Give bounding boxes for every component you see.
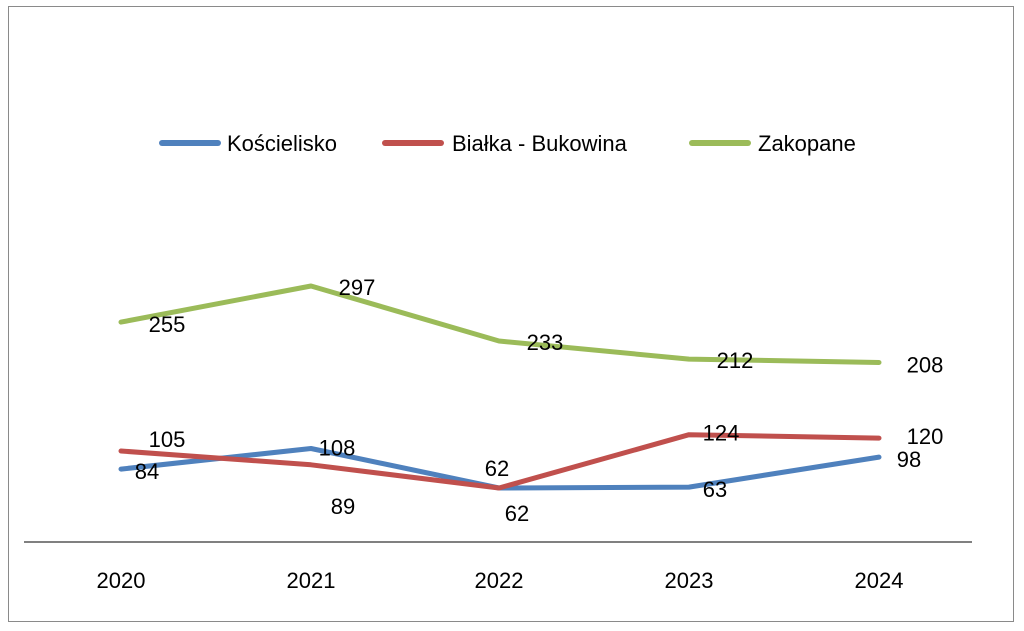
data-label: 105: [149, 427, 186, 452]
data-label: 62: [485, 456, 509, 481]
x-tick-labels: 2020 2021 2022 2023 2024: [97, 568, 904, 593]
data-label: 84: [135, 459, 159, 484]
data-label: 208: [907, 353, 944, 378]
data-label: 124: [703, 421, 740, 446]
chart-frame: [8, 6, 1014, 622]
data-label: 63: [703, 477, 727, 502]
data-label: 108: [319, 435, 356, 460]
data-label: 212: [717, 348, 754, 373]
data-labels: 84 108 62 63 98 105 89 62 124 120 255 297 233 212 208: [135, 275, 944, 526]
data-label: 297: [339, 275, 376, 300]
data-label: 120: [907, 424, 944, 449]
x-tick-label: 2022: [475, 568, 524, 593]
data-label: 233: [527, 330, 564, 355]
x-tick-label: 2020: [97, 568, 146, 593]
series-line: [118, 283, 882, 365]
data-label: 98: [897, 447, 921, 472]
series-lines: [118, 283, 882, 491]
legend: Kościelisko Białka - Bukowina Zakopane: [159, 131, 856, 156]
data-label: 62: [505, 501, 529, 526]
legend-label: Białka - Bukowina: [452, 131, 628, 156]
x-tick-label: 2024: [855, 568, 904, 593]
x-tick-label: 2023: [665, 568, 714, 593]
data-label: 89: [331, 494, 355, 519]
data-label: 255: [149, 312, 186, 337]
x-tick-label: 2021: [287, 568, 336, 593]
legend-label: Zakopane: [758, 131, 856, 156]
series-line: [118, 432, 882, 491]
legend-label: Kościelisko: [227, 131, 337, 156]
